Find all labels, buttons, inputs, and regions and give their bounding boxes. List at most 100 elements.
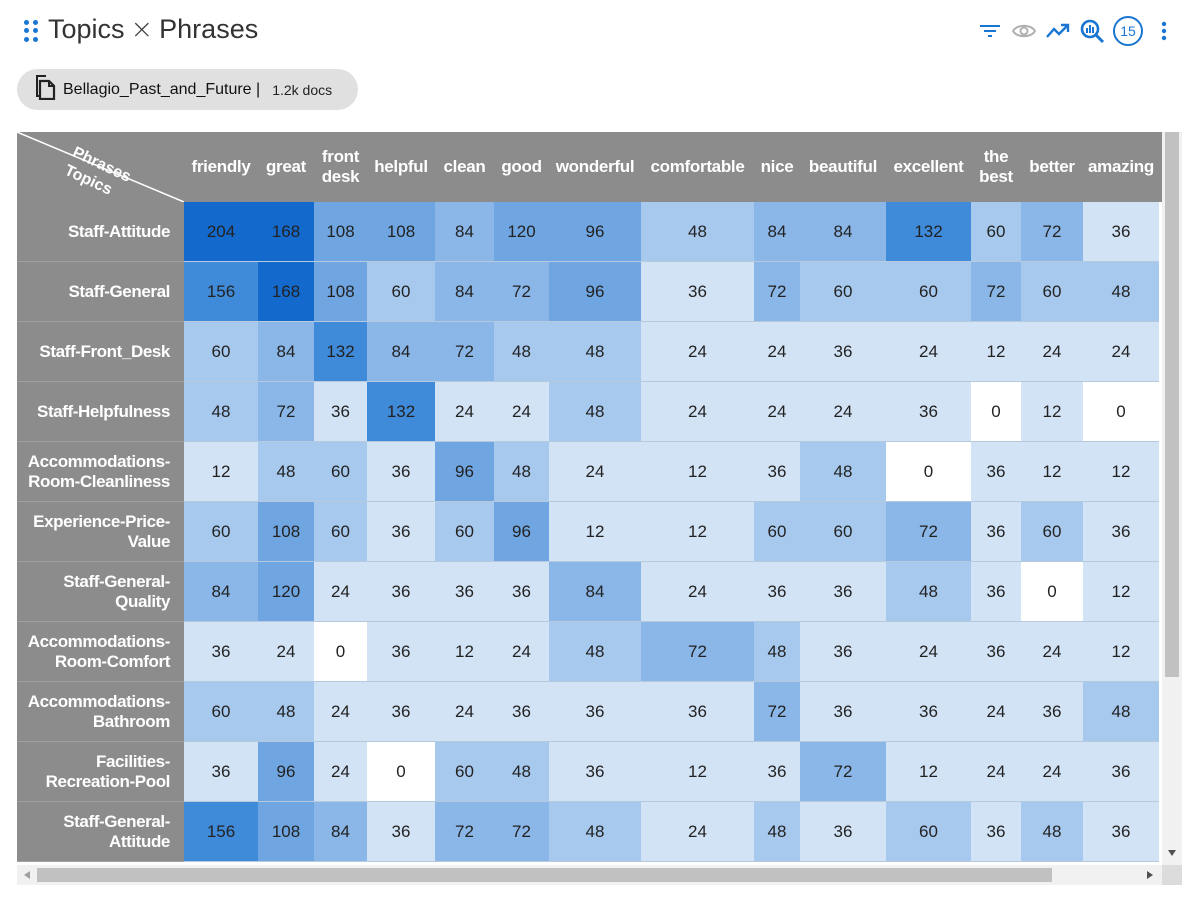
column-header[interactable]: friendly xyxy=(184,132,258,202)
heatmap-cell[interactable]: 36 xyxy=(1083,742,1159,802)
heatmap-cell[interactable]: 72 xyxy=(886,502,971,562)
heatmap-cell[interactable]: 24 xyxy=(435,682,494,742)
heatmap-cell[interactable]: 48 xyxy=(258,442,314,502)
heatmap-cell[interactable]: 36 xyxy=(971,802,1021,862)
heatmap-cell[interactable]: 48 xyxy=(549,622,641,682)
heatmap-cell[interactable]: 24 xyxy=(435,382,494,442)
heatmap-cell[interactable]: 84 xyxy=(435,262,494,322)
row-header[interactable]: Staff-Helpfulness xyxy=(17,382,184,442)
heatmap-cell[interactable]: 60 xyxy=(754,502,800,562)
heatmap-cell[interactable]: 108 xyxy=(258,502,314,562)
heatmap-cell[interactable]: 36 xyxy=(367,442,435,502)
heatmap-cell[interactable]: 24 xyxy=(1083,322,1159,382)
heatmap-cell[interactable]: 36 xyxy=(800,322,886,382)
heatmap-cell[interactable]: 12 xyxy=(1083,442,1159,502)
heatmap-cell[interactable]: 12 xyxy=(886,742,971,802)
column-header[interactable]: great xyxy=(258,132,314,202)
heatmap-cell[interactable]: 48 xyxy=(641,202,754,262)
heatmap-cell[interactable]: 84 xyxy=(258,322,314,382)
heatmap-cell[interactable]: 0 xyxy=(886,442,971,502)
heatmap-cell[interactable]: 24 xyxy=(641,802,754,862)
heatmap-cell[interactable]: 24 xyxy=(886,322,971,382)
heatmap-cell[interactable]: 96 xyxy=(435,442,494,502)
eye-icon[interactable] xyxy=(1011,17,1037,45)
heatmap-cell[interactable]: 36 xyxy=(494,682,549,742)
scroll-down-icon[interactable] xyxy=(1168,850,1176,856)
heatmap-cell[interactable]: 84 xyxy=(314,802,367,862)
more-vert-icon[interactable] xyxy=(1151,17,1177,45)
heatmap-cell[interactable]: 0 xyxy=(1021,562,1083,622)
heatmap-cell[interactable]: 24 xyxy=(1021,742,1083,802)
heatmap-cell[interactable]: 36 xyxy=(971,622,1021,682)
heatmap-cell[interactable]: 12 xyxy=(641,502,754,562)
heatmap-cell[interactable]: 24 xyxy=(971,742,1021,802)
heatmap-cell[interactable]: 60 xyxy=(971,202,1021,262)
heatmap-cell[interactable]: 36 xyxy=(971,502,1021,562)
heatmap-cell[interactable]: 96 xyxy=(494,502,549,562)
heatmap-cell[interactable]: 24 xyxy=(314,562,367,622)
heatmap-cell[interactable]: 36 xyxy=(641,262,754,322)
heatmap-cell[interactable]: 48 xyxy=(1083,262,1159,322)
row-header[interactable]: Staff-Attitude xyxy=(17,202,184,262)
heatmap-cell[interactable]: 96 xyxy=(258,742,314,802)
heatmap-cell[interactable]: 132 xyxy=(886,202,971,262)
heatmap-cell[interactable]: 72 xyxy=(754,262,800,322)
heatmap-cell[interactable]: 12 xyxy=(184,442,258,502)
heatmap-cell[interactable]: 24 xyxy=(494,622,549,682)
heatmap-cell[interactable]: 36 xyxy=(549,682,641,742)
heatmap-cell[interactable]: 36 xyxy=(367,682,435,742)
heatmap-cell[interactable]: 36 xyxy=(886,382,971,442)
heatmap-cell[interactable]: 24 xyxy=(754,382,800,442)
heatmap-cell[interactable]: 48 xyxy=(800,442,886,502)
heatmap-cell[interactable]: 36 xyxy=(754,442,800,502)
column-header[interactable]: beautiful xyxy=(800,132,886,202)
heatmap-cell[interactable]: 48 xyxy=(549,322,641,382)
heatmap-cell[interactable]: 12 xyxy=(1083,622,1159,682)
heatmap-cell[interactable]: 132 xyxy=(367,382,435,442)
heatmap-cell[interactable]: 24 xyxy=(1021,322,1083,382)
heatmap-cell[interactable]: 36 xyxy=(754,562,800,622)
heatmap-cell[interactable]: 36 xyxy=(971,562,1021,622)
heatmap-cell[interactable]: 60 xyxy=(435,742,494,802)
heatmap-cell[interactable]: 0 xyxy=(1083,382,1159,442)
heatmap-cell[interactable]: 60 xyxy=(800,502,886,562)
heatmap-cell[interactable]: 48 xyxy=(258,682,314,742)
heatmap-cell[interactable]: 60 xyxy=(367,262,435,322)
heatmap-cell[interactable]: 24 xyxy=(314,742,367,802)
scroll-left-icon[interactable] xyxy=(24,871,30,879)
heatmap-cell[interactable]: 156 xyxy=(184,802,258,862)
heatmap-cell[interactable]: 84 xyxy=(435,202,494,262)
heatmap-cell[interactable]: 72 xyxy=(494,262,549,322)
heatmap-cell[interactable]: 72 xyxy=(641,622,754,682)
heatmap-cell[interactable]: 12 xyxy=(1083,562,1159,622)
heatmap-cell[interactable]: 36 xyxy=(800,682,886,742)
heatmap-cell[interactable]: 12 xyxy=(971,322,1021,382)
analytics-search-icon[interactable] xyxy=(1079,17,1105,45)
drag-handle-icon[interactable] xyxy=(24,20,38,42)
column-header[interactable]: better xyxy=(1021,132,1083,202)
heatmap-cell[interactable]: 0 xyxy=(367,742,435,802)
heatmap-cell[interactable]: 72 xyxy=(494,802,549,862)
heatmap-cell[interactable]: 48 xyxy=(754,622,800,682)
row-header[interactable]: Staff-General- Quality xyxy=(17,562,184,622)
heatmap-cell[interactable]: 48 xyxy=(494,442,549,502)
heatmap-cell[interactable]: 36 xyxy=(367,562,435,622)
column-header[interactable]: comfortable xyxy=(641,132,754,202)
heatmap-cell[interactable]: 36 xyxy=(367,622,435,682)
heatmap-cell[interactable]: 60 xyxy=(314,502,367,562)
heatmap-cell[interactable]: 48 xyxy=(184,382,258,442)
heatmap-cell[interactable]: 84 xyxy=(367,322,435,382)
heatmap-cell[interactable]: 96 xyxy=(549,262,641,322)
dataset-chip[interactable]: Bellagio_Past_and_Future | 1.2k docs xyxy=(17,69,358,110)
heatmap-cell[interactable]: 84 xyxy=(800,202,886,262)
heatmap-cell[interactable]: 60 xyxy=(886,262,971,322)
heatmap-cell[interactable]: 60 xyxy=(435,502,494,562)
heatmap-cell[interactable]: 156 xyxy=(184,262,258,322)
heatmap-cell[interactable]: 36 xyxy=(1083,202,1159,262)
heatmap-cell[interactable]: 24 xyxy=(549,442,641,502)
heatmap-cell[interactable]: 36 xyxy=(367,802,435,862)
heatmap-cell[interactable]: 36 xyxy=(641,682,754,742)
heatmap-cell[interactable]: 84 xyxy=(184,562,258,622)
heatmap-cell[interactable]: 60 xyxy=(1021,262,1083,322)
heatmap-cell[interactable]: 108 xyxy=(258,802,314,862)
